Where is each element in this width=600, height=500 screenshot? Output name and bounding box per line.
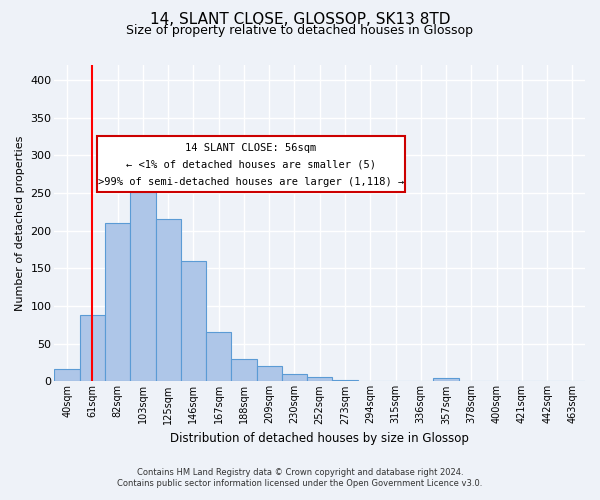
FancyBboxPatch shape [97,136,404,192]
Bar [560,380,585,382]
Bar [181,261,206,382]
Text: Contains HM Land Registry data © Crown copyright and database right 2024.
Contai: Contains HM Land Registry data © Crown c… [118,468,482,487]
Y-axis label: Number of detached properties: Number of detached properties [15,136,25,311]
Bar [282,374,307,382]
Bar [206,332,232,382]
Bar [358,380,383,382]
Text: 14, SLANT CLOSE, GLOSSOP, SK13 8TD: 14, SLANT CLOSE, GLOSSOP, SK13 8TD [150,12,450,28]
X-axis label: Distribution of detached houses by size in Glossop: Distribution of detached houses by size … [170,432,469,445]
Bar [484,380,509,382]
Text: >99% of semi-detached houses are larger (1,118) →: >99% of semi-detached houses are larger … [98,176,404,186]
Bar [257,366,282,382]
Bar [55,370,80,382]
Bar [155,220,181,382]
Bar [433,378,458,382]
Bar [307,377,332,382]
Bar [80,315,105,382]
Bar [332,380,358,382]
Bar [232,359,257,382]
Text: 14 SLANT CLOSE: 56sqm: 14 SLANT CLOSE: 56sqm [185,144,316,154]
Bar [130,152,155,382]
Bar [105,223,130,382]
Text: ← <1% of detached houses are smaller (5): ← <1% of detached houses are smaller (5) [126,160,376,170]
Text: Size of property relative to detached houses in Glossop: Size of property relative to detached ho… [127,24,473,37]
